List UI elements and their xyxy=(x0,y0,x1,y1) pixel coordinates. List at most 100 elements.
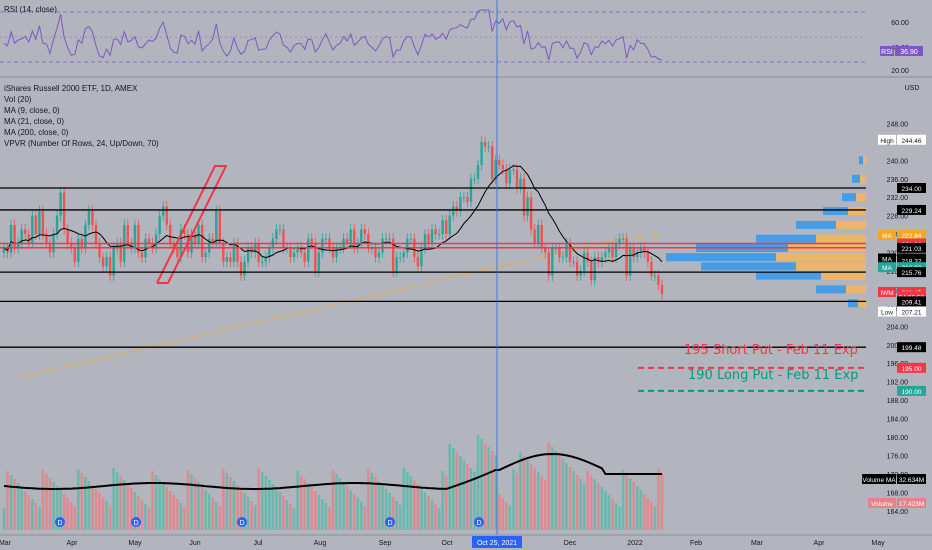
legend-ma21: MA (21, close, 0) xyxy=(4,117,65,126)
volume-bar xyxy=(505,502,508,530)
volume-bar xyxy=(193,478,197,530)
price-tick-label: 232.00 xyxy=(887,195,909,202)
vpvr-down-bar xyxy=(846,285,866,294)
candle-body xyxy=(434,229,437,235)
volume-bar xyxy=(360,502,363,530)
volume-bar xyxy=(179,503,183,530)
volume-bar xyxy=(377,481,381,530)
candle-body xyxy=(406,238,409,253)
volume-bar xyxy=(614,503,618,530)
candle-body xyxy=(84,224,87,248)
volume-bar xyxy=(370,473,374,530)
price-label-tag-text: MA xyxy=(882,265,892,272)
price-label-tag-text: Low xyxy=(881,310,893,317)
time-tick-label: Dec xyxy=(564,540,577,547)
volume-bar xyxy=(303,479,306,530)
candle-body xyxy=(452,206,455,216)
candle-body xyxy=(590,261,593,281)
volume-bar xyxy=(253,505,257,530)
price-label-value: 223.84 xyxy=(902,233,922,240)
candle-body xyxy=(314,243,317,271)
price-label-value: 244.46 xyxy=(902,138,922,145)
candle-body xyxy=(395,257,398,271)
volume-bar xyxy=(207,494,211,530)
candle-body xyxy=(611,247,614,258)
candle-body xyxy=(250,247,253,253)
volume-bar xyxy=(381,485,384,530)
volume-bar xyxy=(229,477,232,530)
rsi-line xyxy=(3,9,663,61)
vpvr-down-bar xyxy=(776,253,866,262)
volume-bar xyxy=(632,482,635,530)
candle-body xyxy=(154,234,158,248)
candle-body xyxy=(24,229,27,235)
rsi-value: 36.90 xyxy=(900,49,918,56)
candle-body xyxy=(55,215,59,235)
time-tick-label: Jul xyxy=(254,540,263,547)
volume-bar xyxy=(437,508,441,530)
candle-body xyxy=(70,243,73,248)
price-label-tag xyxy=(878,229,896,240)
volume-bar xyxy=(388,493,391,530)
volume-bar xyxy=(635,486,639,530)
candle-body xyxy=(345,238,349,244)
volume-bar xyxy=(296,471,299,530)
volume-bar xyxy=(628,478,632,530)
volume-bar xyxy=(650,502,653,530)
candle-body xyxy=(402,252,405,258)
candle-body xyxy=(307,238,310,262)
volume-bar xyxy=(476,435,480,530)
legend-title: iShares Russell 2000 ETF, 1D, AMEX xyxy=(4,84,138,93)
volume-bar xyxy=(349,490,352,530)
rsi-legend: RSI (14, close) xyxy=(4,5,57,14)
volume-bar xyxy=(582,483,586,530)
price-axis-currency: USD xyxy=(905,85,920,92)
candle-body xyxy=(193,234,197,244)
volume-bar xyxy=(186,470,190,530)
volume-bar xyxy=(589,475,593,530)
candle-body xyxy=(299,247,303,253)
volume-bar xyxy=(275,488,278,530)
candle-body xyxy=(374,247,377,258)
candle-body xyxy=(229,257,232,262)
price-label-badge xyxy=(897,242,926,253)
candle-body xyxy=(317,252,321,271)
dividend-marker-label: D xyxy=(387,520,392,527)
price-label-badge xyxy=(897,183,926,193)
volume-bar xyxy=(204,490,207,530)
volume-bar xyxy=(6,471,9,530)
vpvr-down-bar xyxy=(856,193,866,202)
candle-body xyxy=(200,224,204,258)
candle-body xyxy=(445,220,448,235)
price-tick-label: 168.00 xyxy=(887,490,909,497)
volume-bar xyxy=(593,479,597,530)
volume-bar xyxy=(374,477,377,530)
volume-bar xyxy=(561,459,565,530)
time-tick-label: May xyxy=(128,540,142,547)
price-label-value: 199.48 xyxy=(902,345,922,352)
candle-body xyxy=(158,215,161,235)
price-label-badge xyxy=(897,267,926,278)
candle-body xyxy=(448,215,451,235)
candle-body xyxy=(204,252,207,258)
volume-bar xyxy=(420,488,423,530)
candle-body xyxy=(480,141,483,165)
candle-body xyxy=(483,141,487,147)
volume-bar xyxy=(91,485,94,530)
candle-body xyxy=(593,257,596,281)
price-label-value: 218.32 xyxy=(902,258,922,265)
candle-body xyxy=(572,261,575,263)
candle-body xyxy=(628,247,632,276)
candle-body xyxy=(94,224,98,244)
volume-bar xyxy=(352,494,356,530)
legend-ma9: MA (9, close, 0) xyxy=(4,106,60,115)
candle-body xyxy=(618,238,621,244)
candle-body xyxy=(561,257,565,259)
rsi-tick-label: 60.00 xyxy=(891,20,909,27)
volume-bar xyxy=(335,474,338,530)
candle-body xyxy=(547,252,550,276)
candle-body xyxy=(632,247,635,258)
candle-body xyxy=(161,206,165,216)
candle-body xyxy=(41,211,45,235)
